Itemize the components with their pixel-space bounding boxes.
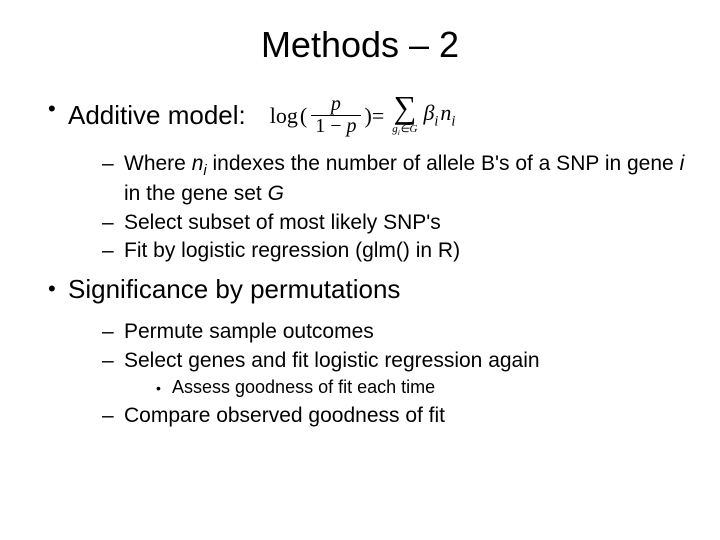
formula-fraction: p 1 − p <box>311 94 360 137</box>
sub-permute: Permute sample outcomes <box>102 319 690 345</box>
bullet-additive-model: Additive model: log( p 1 − p ) = ∑ gi∈G … <box>48 94 690 264</box>
bullet-row: Additive model: log( p 1 − p ) = ∑ gi∈G … <box>68 94 690 137</box>
var-G: G <box>268 182 284 205</box>
subsublist: Assess goodness of fit each time <box>124 377 690 399</box>
formula-logit: log( p 1 − p ) = ∑ gi∈G βi ni <box>270 94 456 137</box>
sub-where-ni: Where ni indexes the number of allele B'… <box>102 151 690 207</box>
sub-select-subset: Select subset of most likely SNP's <box>102 210 690 236</box>
summation: ∑ gi∈G <box>392 94 417 136</box>
var-i: i <box>680 152 685 175</box>
bullet-label: Significance by permutations <box>68 274 400 304</box>
sigma-sub: gi∈G <box>392 124 417 137</box>
sub-refit: Select genes and fit logistic regression… <box>102 348 690 400</box>
sigma-icon: ∑ <box>393 94 416 121</box>
subsub-goodness: Assess goodness of fit each time <box>156 377 690 399</box>
frac-den: 1 − p <box>311 115 360 137</box>
slide-title: Methods – 2 <box>30 24 690 66</box>
frac-num: p <box>327 94 345 115</box>
var-n: ni <box>192 152 207 175</box>
paren-open: ( <box>300 103 307 129</box>
sublist-additive: Where ni indexes the number of allele B'… <box>68 151 690 264</box>
formula-fn: log <box>270 103 298 129</box>
bullet-list: Additive model: log( p 1 − p ) = ∑ gi∈G … <box>30 94 690 429</box>
bullet-label: Additive model: <box>68 100 246 131</box>
sublist-significance: Permute sample outcomes Select genes and… <box>68 319 690 429</box>
term-beta: βi <box>423 100 438 130</box>
bullet-significance: Significance by permutations Permute sam… <box>48 274 690 429</box>
sub-compare: Compare observed goodness of fit <box>102 403 690 429</box>
sub-fit-glm: Fit by logistic regression (glm() in R) <box>102 238 690 264</box>
equals: = <box>372 103 384 129</box>
slide: Methods – 2 Additive model: log( p 1 − p… <box>0 0 720 540</box>
paren-close: ) <box>365 103 372 129</box>
term-n: ni <box>440 100 455 130</box>
